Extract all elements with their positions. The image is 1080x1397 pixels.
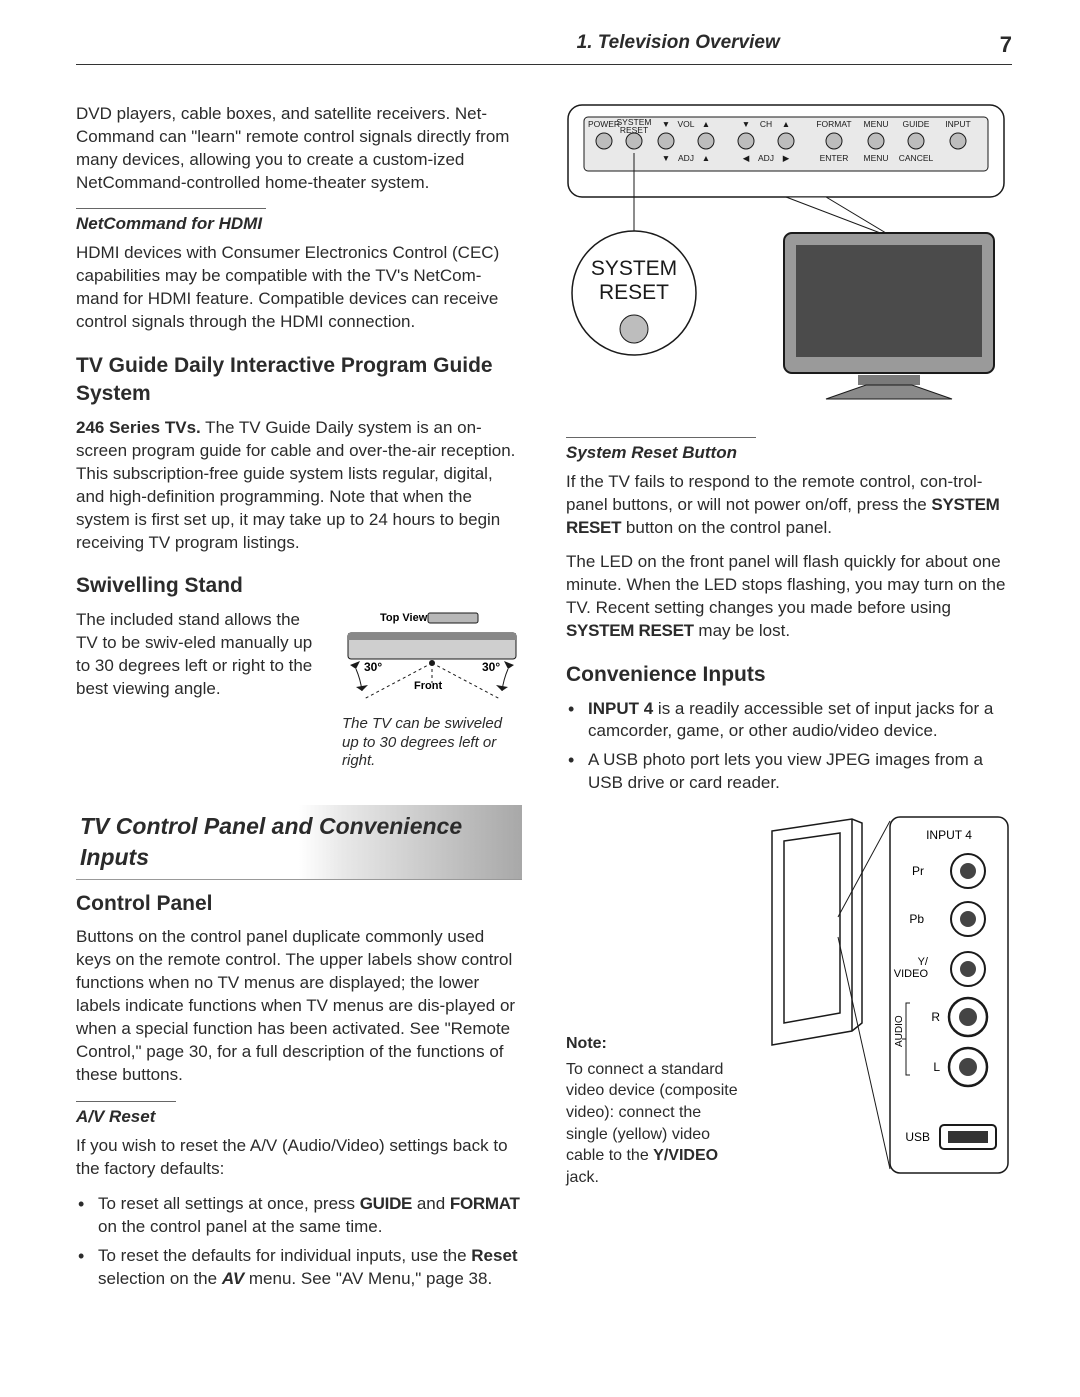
rule [566, 437, 756, 438]
swivel-text: The included stand allows the TV to be s… [76, 609, 326, 771]
tvguide-heading: TV Guide Daily Interactive Program Guide… [76, 352, 522, 409]
svg-text:VOL: VOL [677, 119, 694, 129]
input-panel-diagram: INPUT 4 Pr Pb Y/ VIDEO AUDIO [762, 813, 1012, 1183]
control-panel-heading: Control Panel [76, 890, 522, 918]
tvguide-text: The TV Guide Daily system is an on-scree… [76, 418, 515, 552]
tvguide-body: 246 Series TVs. The TV Guide Daily syste… [76, 417, 522, 555]
list-item: INPUT 4 is a readily accessible set of i… [588, 698, 1012, 744]
control-panel-diagram: POWER SYSTEMRESET ▼ VOL ▲ ▼ CH ▲ FORMAT … [566, 103, 1006, 423]
svg-text:R: R [931, 1010, 940, 1024]
svg-text:CANCEL: CANCEL [899, 153, 934, 163]
svg-text:RESET: RESET [599, 281, 669, 304]
svg-text:POWER: POWER [588, 119, 620, 129]
list-item: A USB photo port lets you view JPEG imag… [588, 749, 1012, 795]
note-text: Note: To connect a standard video device… [566, 813, 744, 1190]
page-header: 1. Television Overview 7 [76, 30, 1012, 65]
swivel-body: The included stand allows the TV to be s… [76, 609, 326, 701]
tv-icon [784, 233, 994, 399]
srb-p1: If the TV fails to respond to the remote… [566, 471, 1012, 540]
swivel-caption: The TV can be swiveled up to 30 degrees … [342, 715, 522, 771]
svg-text:ADJ: ADJ [678, 153, 694, 163]
left-column: DVD players, cable boxes, and satellite … [76, 103, 522, 1303]
svg-text:◀: ◀ [743, 153, 750, 163]
svg-text:▶: ▶ [783, 153, 790, 163]
system-reset-heading: System Reset Button [566, 442, 1012, 465]
srb-p2: The LED on the front panel will flash qu… [566, 551, 1012, 643]
svg-text:ADJ: ADJ [758, 153, 774, 163]
avreset-body: If you wish to reset the A/V (Audio/Vide… [76, 1135, 522, 1181]
rule [76, 1101, 176, 1102]
svg-text:MENU: MENU [863, 119, 888, 129]
two-column-layout: DVD players, cable boxes, and satellite … [76, 103, 1012, 1303]
input4-label: INPUT 4 [926, 828, 972, 842]
svg-text:▲: ▲ [702, 119, 710, 129]
svg-text:RESET: RESET [620, 125, 648, 135]
swivel-figure: Top View 30° [342, 609, 522, 771]
svg-text:L: L [933, 1060, 940, 1074]
tvguide-prefix: 246 Series TVs. [76, 418, 201, 437]
intro-paragraph: DVD players, cable boxes, and satellite … [76, 103, 522, 195]
svg-text:INPUT: INPUT [945, 119, 971, 129]
list-item: To reset the defaults for individual inp… [98, 1245, 522, 1291]
deg-left: 30° [364, 660, 382, 674]
note-body: To connect a standard video device (comp… [566, 1059, 744, 1189]
svg-text:▼: ▼ [662, 153, 670, 163]
avreset-list: To reset all settings at once, press GUI… [76, 1193, 522, 1291]
convenience-list: INPUT 4 is a readily accessible set of i… [566, 698, 1012, 796]
svg-text:AUDIO: AUDIO [894, 1015, 905, 1047]
svg-text:GUIDE: GUIDE [903, 119, 930, 129]
svg-text:▼: ▼ [742, 119, 750, 129]
svg-text:Y/: Y/ [918, 956, 929, 968]
note-label: Note: [566, 1033, 744, 1055]
svg-text:▼: ▼ [662, 119, 670, 129]
svg-text:CH: CH [760, 119, 772, 129]
section-band: TV Control Panel and Convenience Inputs [76, 805, 522, 880]
svg-text:SYSTEM: SYSTEM [591, 257, 677, 280]
list-item: To reset all settings at once, press GUI… [98, 1193, 522, 1239]
right-column: POWER SYSTEMRESET ▼ VOL ▲ ▼ CH ▲ FORMAT … [566, 103, 1012, 1303]
avreset-heading: A/V Reset [76, 1106, 522, 1129]
svg-text:MENU: MENU [863, 153, 888, 163]
control-panel-body: Buttons on the control panel duplicate c… [76, 926, 522, 1087]
svg-text:ENTER: ENTER [820, 153, 849, 163]
svg-text:VIDEO: VIDEO [894, 968, 929, 980]
convenience-heading: Convenience Inputs [566, 661, 1012, 689]
page: 1. Television Overview 7 DVD players, ca… [0, 0, 1080, 1343]
rule [76, 208, 266, 209]
svg-text:▲: ▲ [702, 153, 710, 163]
svg-text:Pr: Pr [912, 864, 924, 878]
deg-right: 30° [482, 660, 500, 674]
note-row: Note: To connect a standard video device… [566, 813, 1012, 1190]
front-label: Front [414, 680, 442, 692]
header-title: 1. Television Overview [577, 30, 780, 60]
swivel-row: The included stand allows the TV to be s… [76, 609, 522, 771]
swivel-diagram: Top View 30° [342, 609, 522, 709]
netcommand-heading: NetCommand for HDMI [76, 213, 522, 236]
input-panel-figure: INPUT 4 Pr Pb Y/ VIDEO AUDIO [762, 813, 1012, 1190]
topview-label: Top View [380, 612, 428, 624]
svg-text:▲: ▲ [782, 119, 790, 129]
swivel-heading: Swivelling Stand [76, 572, 522, 600]
svg-text:USB: USB [905, 1130, 930, 1144]
netcommand-body: HDMI devices with Consumer Electronics C… [76, 242, 522, 334]
svg-text:FORMAT: FORMAT [816, 119, 851, 129]
page-number: 7 [1000, 30, 1012, 60]
svg-text:Pb: Pb [909, 912, 924, 926]
